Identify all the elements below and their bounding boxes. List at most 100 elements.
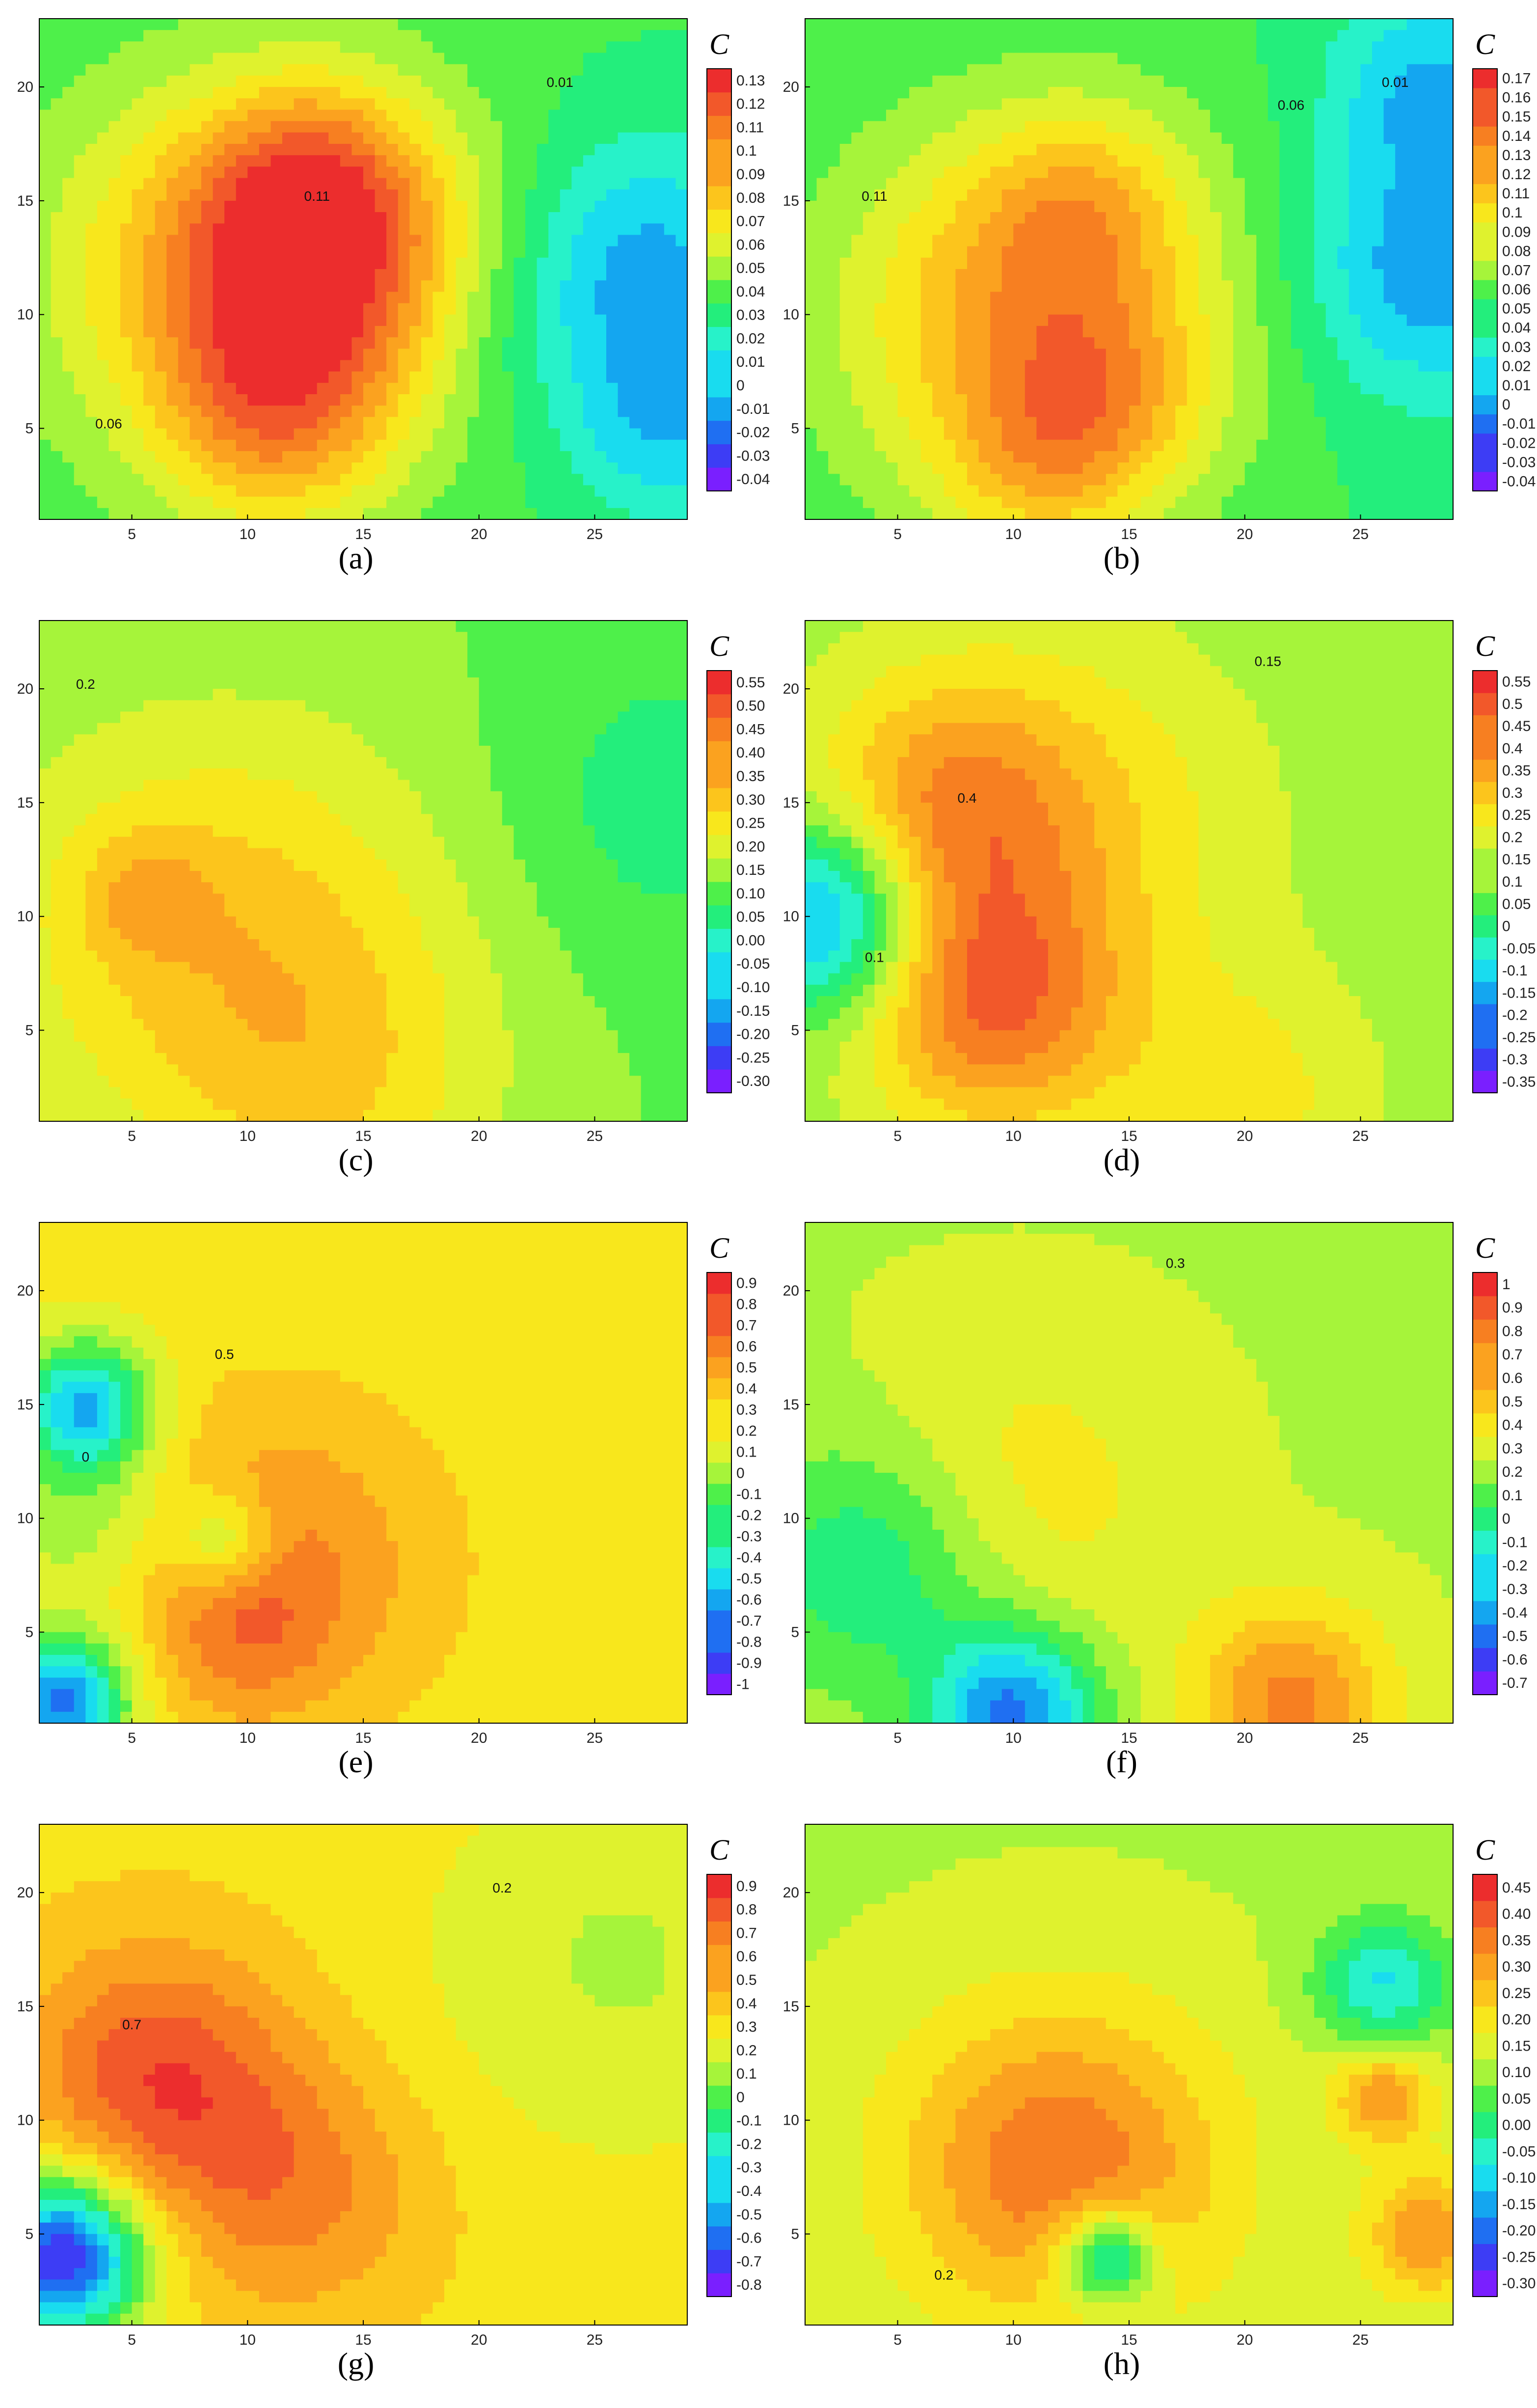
field-cell	[1337, 75, 1349, 87]
field-cell	[1198, 382, 1211, 395]
field-cell	[560, 485, 572, 497]
field-cell	[108, 314, 121, 326]
field-cell	[851, 371, 863, 383]
field-cell	[1291, 53, 1303, 65]
field-cell	[340, 144, 352, 156]
field-cell	[886, 360, 898, 372]
field-cell	[305, 439, 318, 452]
field-cell	[606, 485, 619, 497]
field-cell	[537, 132, 549, 144]
field-cell	[1082, 406, 1095, 418]
field-cell	[132, 292, 144, 304]
field-cell	[1406, 451, 1419, 463]
contour-label: 0.01	[546, 75, 573, 90]
field-cell	[1152, 121, 1164, 133]
field-cell	[1418, 41, 1430, 54]
field-cell	[236, 314, 248, 326]
field-cell	[259, 19, 271, 30]
field-cell	[1198, 292, 1211, 304]
field-cell	[967, 19, 979, 30]
field-cell	[502, 406, 514, 418]
field-cell	[1094, 64, 1106, 76]
field-cell	[1163, 394, 1176, 406]
field-cell	[1129, 132, 1141, 144]
field-cell	[456, 382, 468, 395]
field-cell	[1418, 87, 1430, 99]
field-cell	[1152, 109, 1164, 122]
field-cell	[386, 166, 399, 179]
contour-label: 0.11	[304, 189, 330, 204]
field-cell	[409, 166, 422, 179]
field-cell	[282, 178, 295, 190]
field-cell	[444, 325, 457, 338]
field-cell	[1048, 41, 1060, 54]
field-cell	[259, 166, 271, 179]
field-cell	[294, 109, 306, 122]
field-cell	[432, 417, 445, 429]
field-cell	[1302, 485, 1315, 497]
field-cell	[120, 508, 133, 520]
field-cell	[652, 280, 665, 293]
field-cell	[421, 406, 433, 418]
field-cell	[548, 41, 561, 54]
field-cell	[571, 325, 584, 338]
field-cell	[583, 325, 595, 338]
field-cell	[583, 64, 595, 76]
field-cell	[816, 496, 829, 509]
field-cell	[178, 189, 190, 201]
field-cell	[1094, 280, 1106, 293]
field-cell	[1186, 144, 1199, 156]
field-cell	[409, 439, 422, 452]
field-cell	[955, 508, 968, 520]
field-cell	[851, 212, 863, 224]
field-cell	[270, 189, 283, 201]
field-cell	[1106, 87, 1118, 99]
field-cell	[1429, 485, 1442, 497]
field-cell	[189, 406, 202, 418]
field-cell	[178, 394, 190, 406]
field-cell	[560, 235, 572, 247]
field-cell	[978, 349, 991, 361]
field-cell	[1314, 382, 1326, 395]
field-cell	[224, 41, 237, 54]
field-cell	[1418, 166, 1430, 179]
field-cell	[1395, 337, 1407, 350]
field-cell	[259, 508, 271, 520]
field-cell	[178, 474, 190, 486]
field-cell	[1372, 19, 1384, 30]
field-cell	[1152, 246, 1164, 258]
field-cell	[155, 200, 167, 213]
field-cell	[236, 292, 248, 304]
field-cell	[548, 155, 561, 167]
field-cell	[1059, 360, 1072, 372]
field-cell	[456, 496, 468, 509]
field-cell	[213, 337, 225, 350]
field-cell	[525, 371, 538, 383]
field-cell	[944, 53, 956, 65]
field-cell	[863, 235, 875, 247]
field-cell	[490, 280, 503, 293]
field-cell	[224, 371, 237, 383]
field-cell	[375, 451, 387, 463]
field-cell	[1036, 30, 1049, 42]
colorbar-segment	[707, 162, 731, 187]
field-cell	[317, 212, 329, 224]
field-cell	[120, 178, 133, 190]
field-cell	[178, 87, 190, 99]
field-cell	[1267, 75, 1280, 87]
field-cell	[1360, 98, 1373, 110]
field-cell	[1279, 98, 1292, 110]
field-cell	[305, 394, 318, 406]
field-cell	[1198, 394, 1211, 406]
field-cell	[990, 428, 1002, 440]
field-cell	[967, 337, 979, 350]
field-cell	[213, 30, 225, 42]
field-cell	[1395, 428, 1407, 440]
field-cell	[967, 144, 979, 156]
field-cell	[1256, 53, 1268, 65]
field-cell	[1244, 496, 1257, 509]
field-cell	[74, 30, 86, 42]
field-cell	[886, 462, 898, 475]
field-cell	[351, 325, 364, 338]
field-cell	[1013, 166, 1025, 179]
